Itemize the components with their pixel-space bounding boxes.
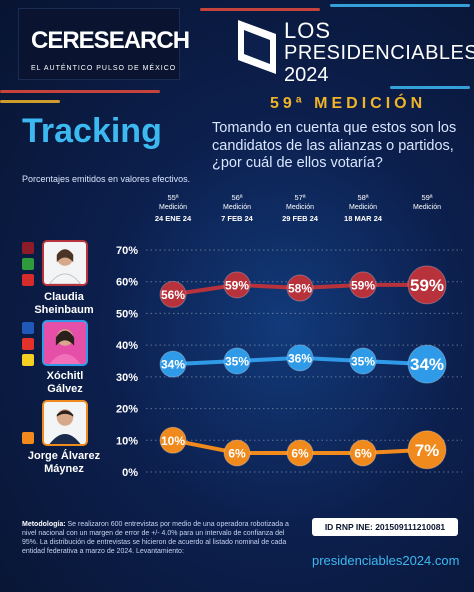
x-tick-number: 59ª <box>421 193 432 202</box>
data-label: 34% <box>161 358 185 372</box>
y-tick-label: 0% <box>122 467 138 479</box>
x-tick-date: 18 MAR 24 <box>344 214 383 223</box>
y-tick-label: 40% <box>116 340 138 352</box>
avatar-xochitl-galvez <box>42 320 88 366</box>
y-tick-label: 60% <box>116 277 138 289</box>
data-label: 36% <box>288 351 312 365</box>
data-point <box>407 265 447 305</box>
data-point <box>223 271 251 299</box>
x-tick-medicion: Medición <box>349 204 377 211</box>
data-point <box>159 280 187 308</box>
x-tick-date: 7 FEB 24 <box>221 214 254 223</box>
data-label: 6% <box>228 446 246 460</box>
x-tick-number: 57ª <box>294 193 305 202</box>
logo-wordmark: CERESEARCH <box>31 27 190 54</box>
tracking-title: Tracking <box>22 112 162 150</box>
methodology-label: Metodología: <box>22 521 66 528</box>
data-point <box>286 274 314 302</box>
x-tick-medicion: Medición <box>159 204 187 211</box>
x-tick-date: 29 FEB 24 <box>282 214 319 223</box>
data-label: 10% <box>161 434 185 448</box>
medicion-title: 59ª MEDICIÓN <box>270 95 427 112</box>
data-label: 35% <box>351 355 375 369</box>
decor-stripe <box>200 8 320 11</box>
person-icon <box>44 402 86 444</box>
data-label: 35% <box>225 355 249 369</box>
y-tick-label: 50% <box>116 308 138 320</box>
data-point <box>286 439 314 467</box>
avatar-claudia-sheinbaum <box>42 240 88 286</box>
data-label: 6% <box>291 446 309 460</box>
candidate-name: Claudia Sheinbaum <box>34 291 94 316</box>
person-icon <box>44 322 86 364</box>
x-tick-date: 24 ENE 24 <box>155 214 192 223</box>
avatar-jorge-alvarez-maynez <box>42 400 88 446</box>
person-icon <box>44 242 86 284</box>
data-point <box>223 439 251 467</box>
party-prd-icon <box>22 354 34 366</box>
data-label: 59% <box>225 278 249 292</box>
party-pvem-icon <box>22 258 34 270</box>
x-tick-medicion: Medición <box>286 204 314 211</box>
data-point <box>286 344 314 372</box>
data-label: 6% <box>354 446 372 460</box>
party-pri-icon <box>22 338 34 350</box>
decor-stripe <box>330 4 470 7</box>
party-morena-icon <box>22 242 34 254</box>
survey-question: Tomando en cuenta que estos son los cand… <box>212 120 457 171</box>
y-tick-label: 30% <box>116 372 138 384</box>
decor-stripe <box>390 86 470 89</box>
values-note: Porcentajes emitidos en valores efectivo… <box>22 174 191 184</box>
data-label: 58% <box>288 282 312 296</box>
year-label: 2024 <box>284 64 329 86</box>
los-label: LOS <box>284 18 332 43</box>
data-point <box>407 430 447 470</box>
y-tick-label: 70% <box>116 245 138 257</box>
methodology-note: Metodología: Se realizaron 600 entrevist… <box>22 520 292 556</box>
party-mc-icon <box>22 432 34 444</box>
x-tick-medicion: Medición <box>223 204 251 211</box>
x-tick-medicion: Medición <box>413 204 441 211</box>
data-label: 59% <box>410 276 444 295</box>
y-tick-label: 10% <box>116 435 138 447</box>
data-label: 56% <box>161 288 185 302</box>
data-label: 7% <box>415 441 440 460</box>
x-tick-number: 58ª <box>357 193 368 202</box>
candidate-name: Xóchitl Gálvez <box>46 370 84 395</box>
data-point <box>349 347 377 375</box>
los-presidenciables-mark-icon <box>238 20 276 74</box>
data-label: 34% <box>410 355 444 374</box>
data-point <box>223 347 251 375</box>
x-tick-number: 56ª <box>231 193 242 202</box>
logo: CERESEARCH EL AUTÉNTICO PULSO DE MÉXICO <box>18 8 190 80</box>
data-point <box>349 439 377 467</box>
data-point <box>349 271 377 299</box>
data-point <box>159 426 187 454</box>
party-pan-icon <box>22 322 34 334</box>
decor-stripe <box>0 90 160 93</box>
data-point <box>407 344 447 384</box>
logo-tagline: EL AUTÉNTICO PULSO DE MÉXICO <box>31 65 177 72</box>
data-label: 59% <box>351 278 375 292</box>
decor-stripe <box>0 100 60 103</box>
party-pt-icon <box>22 274 34 286</box>
y-tick-label: 20% <box>116 404 138 416</box>
x-tick-number: 55ª <box>167 193 178 202</box>
id-rnp-badge: ID RNP INE: 201509111210081 <box>312 518 458 536</box>
methodology-text: Se realizaron 600 entrevistas por medio … <box>22 521 289 555</box>
presidenciables-label: PRESIDENCIABLES <box>284 42 474 64</box>
data-point <box>159 350 187 378</box>
event-logo: LOS PRESIDENCIABLES 2024 <box>238 14 474 86</box>
website-link[interactable]: presidenciables2024.com <box>312 553 460 568</box>
candidate-name: Jorge Álvarez Máynez <box>27 450 101 475</box>
